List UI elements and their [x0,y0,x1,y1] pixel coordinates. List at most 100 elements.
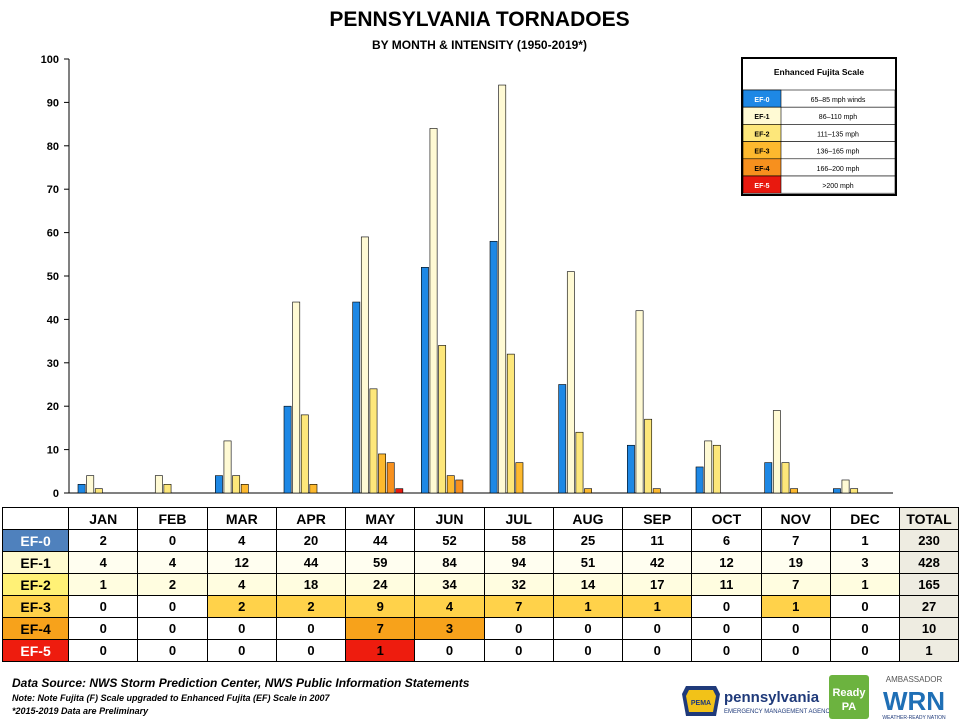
legend-label: EF-4 [754,166,769,173]
table-cell: 3 [414,617,485,640]
bar-ef-2-nov [781,462,790,494]
table-cell: 4 [206,573,277,596]
table-cell: 2 [68,529,139,552]
row-label-ef-3: EF-3 [1,595,70,618]
ready-label: Ready [832,687,866,699]
table-cell: 4 [206,529,277,552]
table-cell: 0 [483,617,554,640]
bar-ef-3-mar [240,484,249,494]
bar-ef-0-apr [283,405,292,494]
table-cell: 51 [552,551,624,574]
table-cell: 1 [829,573,901,596]
table-cell: 6 [691,529,762,552]
bar-chart: 0 10 20 30 40 50 60 70 80 90 100 Enhanced Fujita S… [41,54,897,500]
table-cell: 17 [622,573,693,596]
bar-ef-1-jun [429,128,438,494]
y-tick-label: 40 [47,314,59,326]
row-total: 165 [899,573,959,596]
table-cell: 0 [68,639,139,662]
table-cell: 14 [552,573,624,596]
bar-ef-1-sep [635,310,644,494]
bar-ef-2-oct [712,444,721,494]
table-cell: 44 [275,551,347,574]
month-header: JAN [68,507,139,530]
table-cell: 0 [691,595,762,618]
table-cell: 0 [760,617,831,640]
logos: PEMA pennsylvania EMERGENCY MANAGEMENT A… [682,675,946,721]
pema-keystone-logo: PEMA [682,686,720,716]
bar-ef-3-nov [790,488,798,494]
table-cell: 1 [622,595,693,618]
table-cell: 7 [483,595,554,618]
row-label-ef-0: EF-0 [1,529,70,552]
y-tick-label: 80 [47,141,59,153]
table-cell: 25 [552,529,624,552]
bar-ef-0-jun [421,267,429,494]
table-cell: 0 [206,617,277,640]
total-header: TOTAL [899,507,959,530]
table-cell: 44 [345,529,416,552]
table-cell: 0 [206,639,277,662]
table-cell: 0 [829,595,901,618]
pa-wordmark: pennsylvania [724,689,820,706]
table-cell: 4 [68,551,139,574]
row-label-ef-5: EF-5 [1,639,70,662]
table-corner-cell [1,507,70,530]
y-tick-label: 100 [41,54,59,66]
preliminary-note: *2015-2019 Data are Preliminary [12,706,149,716]
legend-swatch-ef-5 [742,175,782,194]
month-header: JUL [483,507,554,530]
legend-desc: 166–200 mph [817,166,860,173]
table-cell: 52 [414,529,485,552]
data-table: JAN FEB MAR APR MAY JUN JUL AUG SEP OCT NOV DEC TOTA… [1,507,959,662]
table-cell: 84 [414,551,485,574]
bar-ef-0-nov [764,462,773,494]
bar-ef-2-sep [644,418,653,494]
bar-ef-0-jul [489,240,498,494]
table-row: EF-1 4 4 12 44 59 84 94 51 42 12 19 3 428 [1,551,959,574]
table-cell: 1 [760,595,831,618]
table-row: EF-3 0 0 2 2 9 4 7 1 1 0 1 0 27 [1,595,959,618]
bar-ef-2-jun [438,345,447,494]
table-cell: 0 [68,595,139,618]
chart-bars [77,84,859,494]
table-cell: 59 [345,551,416,574]
y-tick-label: 30 [47,358,59,370]
table-cell: 11 [622,529,693,552]
bar-ef-3-jul [515,462,524,494]
legend-desc: >200 mph [822,183,853,190]
table-cell: 42 [622,551,693,574]
month-header: OCT [691,507,762,530]
table-cell: 1 [68,573,139,596]
table-cell: 0 [137,639,208,662]
table-cell: 0 [552,639,624,662]
table-cell: 20 [275,529,347,552]
bar-ef-0-sep [627,444,635,494]
chart-legend: Enhanced Fujita Scale EF-0 65–85 mph winds… [741,57,897,196]
table-row: EF-2 1 2 4 18 24 34 32 14 17 11 7 1 165 [1,573,959,596]
bar-ef-2-apr [300,414,309,494]
table-cell: 2 [206,595,277,618]
legend-label: EF-3 [754,149,769,156]
table-cell: 2 [137,573,208,596]
bar-ef-1-jan [86,475,95,494]
row-total: 428 [899,551,959,574]
table-cell: 3 [829,551,901,574]
bar-ef-3-apr [309,484,318,494]
legend-label: EF-2 [754,131,769,138]
row-total: 27 [899,595,959,618]
table-row: EF-5 0 0 0 0 1 0 0 0 0 0 0 0 1 [1,639,959,662]
ready-pa-logo: Ready PA [829,675,869,719]
table-cell: 18 [275,573,347,596]
month-header: SEP [622,507,693,530]
table-cell: 1 [829,529,901,552]
table-cell: 4 [414,595,485,618]
bar-ef-3-may [378,453,386,494]
month-header: AUG [552,507,624,530]
legend-desc: 65–85 mph winds [811,97,866,104]
pa-agency-label: EMERGENCY MANAGEMENT AGENCY [724,709,834,715]
legend-title: Enhanced Fujita Scale [774,67,864,77]
bar-ef-3-jun [446,475,455,494]
table-cell: 0 [622,639,693,662]
month-header: JUN [414,507,485,530]
